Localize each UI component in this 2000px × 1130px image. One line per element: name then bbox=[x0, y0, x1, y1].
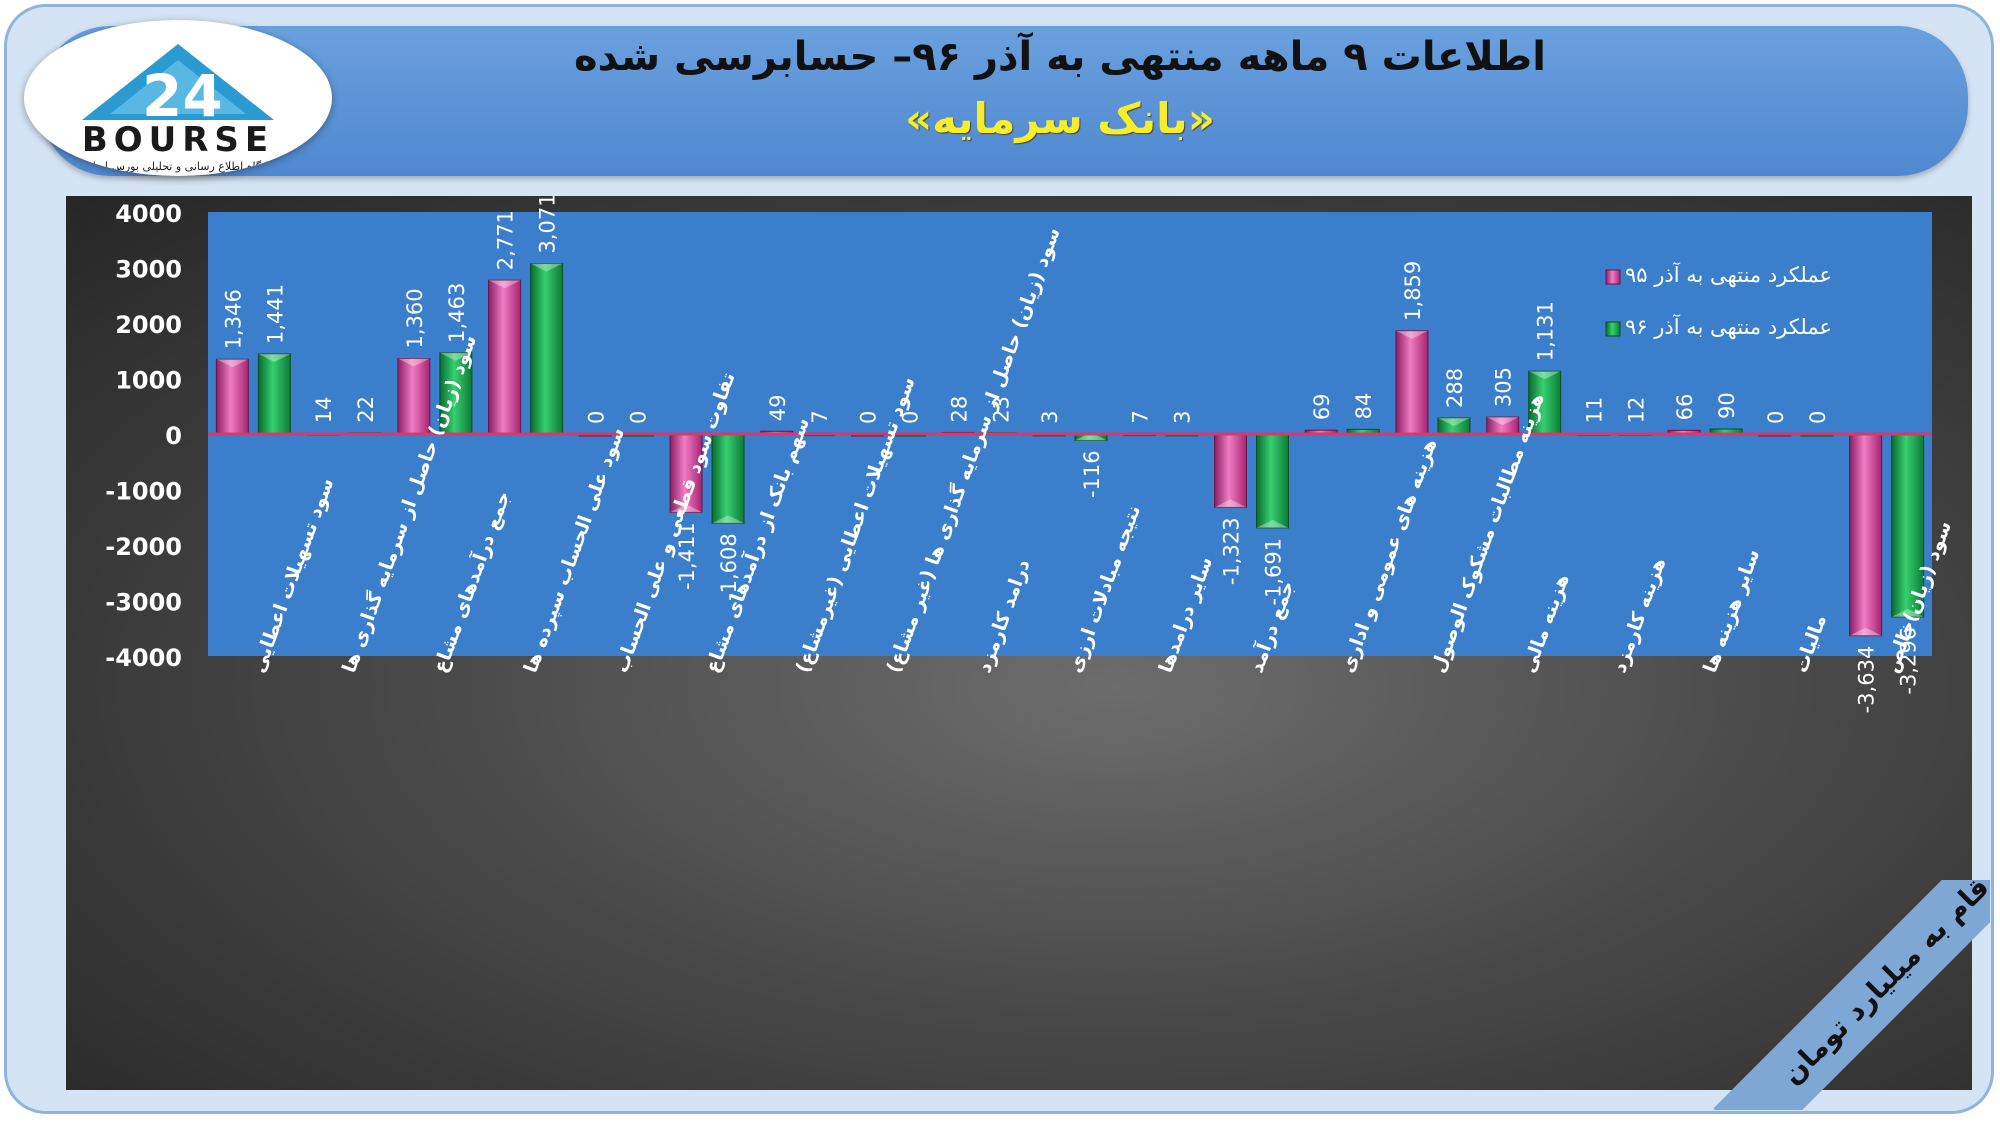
bar-cap bbox=[216, 359, 249, 368]
unit-note: ارقام به میلیارد تومان bbox=[1713, 880, 1990, 1110]
data-label: -116 bbox=[1080, 450, 1104, 498]
data-label: 49 bbox=[766, 395, 790, 422]
y-tick-label: 1000 bbox=[115, 367, 182, 395]
data-label: 22 bbox=[354, 396, 378, 423]
bar bbox=[215, 358, 249, 435]
data-label: 0 bbox=[1806, 411, 1830, 424]
bar bbox=[530, 263, 564, 435]
data-label: 69 bbox=[1310, 393, 1334, 420]
logo-triangle-icon: 24 bbox=[82, 44, 274, 130]
data-label: -1,323 bbox=[1219, 517, 1243, 585]
bar bbox=[669, 433, 703, 513]
data-label: 7 bbox=[808, 410, 832, 423]
bar bbox=[1395, 330, 1429, 435]
y-tick-label: -3000 bbox=[105, 589, 182, 617]
bar-cap bbox=[1486, 417, 1519, 426]
bar bbox=[1849, 433, 1883, 637]
y-tick-label: -1000 bbox=[105, 478, 182, 506]
bar-cap bbox=[1214, 499, 1247, 508]
data-label: -3,296 bbox=[1897, 627, 1921, 695]
data-label: 0 bbox=[857, 411, 881, 424]
y-tick-label: -2000 bbox=[105, 533, 182, 561]
chart-panel: -4000 -3000 -2000 -1000 0 1000 2000 3000 4000 1,3… bbox=[66, 196, 1972, 1090]
bar bbox=[439, 352, 473, 435]
bar-cap bbox=[439, 352, 472, 361]
data-label: 1,360 bbox=[403, 288, 427, 348]
bourse-logo: 24 BOURSE پایگاه اطلاع رسانی و تحلیلی بو… bbox=[24, 20, 332, 176]
bar-cap bbox=[1395, 330, 1428, 339]
data-label: -1,411 bbox=[675, 522, 699, 590]
bar-cap bbox=[488, 280, 521, 289]
legend-label: عملکرد منتهی به آذر ۹۶ bbox=[1625, 314, 1832, 339]
bar bbox=[1528, 370, 1562, 435]
logo-tagline: پایگاه اطلاع رسانی و تحلیلی بورس ایران bbox=[84, 160, 272, 173]
bar-cap bbox=[670, 504, 703, 513]
data-label: 1,441 bbox=[263, 284, 287, 344]
bar-cap bbox=[1891, 608, 1924, 617]
bar bbox=[488, 279, 522, 435]
data-label: 0 bbox=[899, 411, 923, 424]
data-label: 1,346 bbox=[221, 289, 245, 349]
bar-cap bbox=[1075, 432, 1107, 441]
bar-cap bbox=[1437, 418, 1470, 427]
svg-text:24: 24 bbox=[142, 62, 223, 130]
bar-cap bbox=[712, 515, 745, 524]
header-bar bbox=[40, 26, 1968, 176]
data-label: 305 bbox=[1492, 367, 1516, 407]
bar bbox=[257, 353, 291, 435]
data-label: 12 bbox=[1624, 397, 1648, 424]
y-tick-label: 4000 bbox=[115, 200, 182, 228]
data-label: 90 bbox=[1715, 392, 1739, 419]
data-label: 3,071 bbox=[536, 196, 560, 254]
page-subtitle: «بانک سرمایه» bbox=[905, 94, 1215, 143]
data-label: 1,463 bbox=[445, 283, 469, 343]
bar bbox=[711, 433, 745, 524]
page-title: اطلاعات ۹ ماهه منتهی به آذر ۹۶– حسابرسی … bbox=[574, 34, 1546, 80]
data-label: 14 bbox=[312, 396, 336, 423]
logo-word: BOURSE bbox=[81, 120, 275, 160]
bar bbox=[397, 358, 431, 435]
y-tick-label: 2000 bbox=[115, 311, 182, 339]
data-label: 84 bbox=[1352, 393, 1376, 420]
y-tick-label: -4000 bbox=[105, 644, 182, 672]
data-label: 66 bbox=[1673, 394, 1697, 421]
data-label: -1,691 bbox=[1261, 538, 1285, 606]
data-label: -3,634 bbox=[1855, 646, 1879, 714]
data-label: 28 bbox=[947, 396, 971, 423]
data-label: -1,608 bbox=[717, 533, 741, 601]
data-label: 0 bbox=[584, 411, 608, 424]
y-tick-label: 0 bbox=[165, 422, 182, 450]
data-label: 3 bbox=[1171, 410, 1195, 423]
bar bbox=[1891, 433, 1925, 618]
y-tick-label: 3000 bbox=[115, 256, 182, 284]
unit-ribbon-clip: ارقام به میلیارد تومان bbox=[1690, 880, 1990, 1110]
bar-cap bbox=[1528, 371, 1561, 380]
bar-cap bbox=[530, 263, 563, 272]
bar-chart: -4000-3000-2000-1000010002000300040001,3… bbox=[105, 196, 1956, 714]
data-label: 3 bbox=[1038, 410, 1062, 423]
bar-cap bbox=[258, 354, 291, 363]
data-label: 7 bbox=[1129, 410, 1153, 423]
bar-cap bbox=[1256, 519, 1289, 528]
data-label: 0 bbox=[1764, 411, 1788, 424]
data-label: 1,131 bbox=[1534, 301, 1558, 361]
bar-cap bbox=[1849, 627, 1882, 636]
data-label: 288 bbox=[1443, 368, 1467, 408]
bar-cap bbox=[397, 358, 430, 367]
data-label: 23 bbox=[989, 396, 1013, 423]
bar bbox=[1255, 433, 1289, 529]
bar bbox=[1213, 433, 1247, 508]
legend-swatch bbox=[1605, 269, 1621, 285]
legend-swatch bbox=[1605, 321, 1621, 337]
data-label: 11 bbox=[1582, 397, 1606, 424]
data-label: 2,771 bbox=[494, 210, 518, 270]
data-label: 1,859 bbox=[1401, 261, 1425, 321]
data-label: 0 bbox=[626, 411, 650, 424]
legend-label: عملکرد منتهی به آذر ۹۵ bbox=[1625, 262, 1832, 287]
